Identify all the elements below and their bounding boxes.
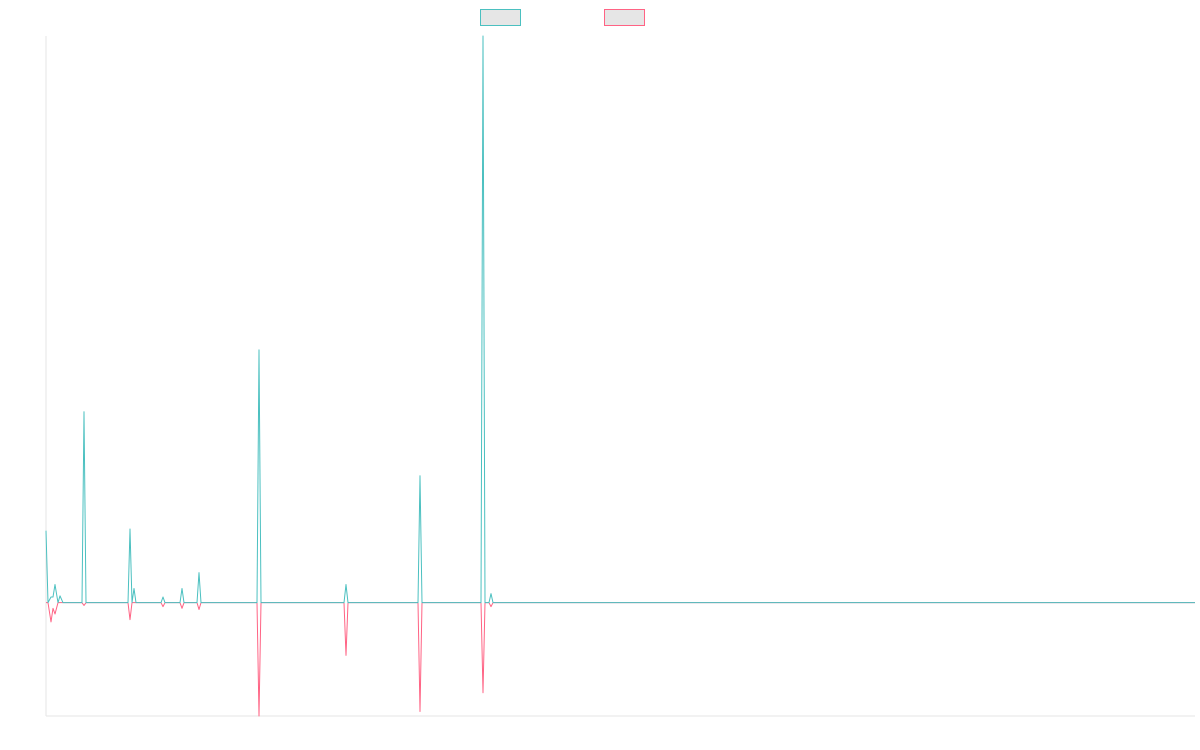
data-line <box>45 35 1195 604</box>
legend-swatch <box>480 9 521 26</box>
data-line <box>46 602 1195 717</box>
legend-swatch <box>604 9 645 26</box>
